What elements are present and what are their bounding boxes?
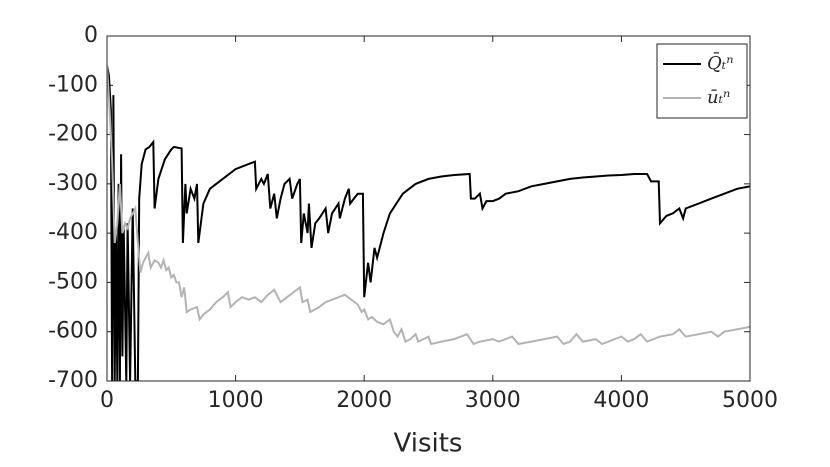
legend-label: Q̄ₜⁿ [707,51,734,74]
x-axis-label: Visits [394,429,463,459]
y-tick-label: -300 [48,171,98,196]
plot-frame [106,35,751,382]
legend-label: ūₜⁿ [707,87,730,108]
y-tick-label: -400 [48,220,98,245]
y-tick-label: 0 [84,23,98,48]
x-tick-label: 0 [100,388,114,413]
x-tick-label: 5000 [722,388,778,413]
y-tick-label: -500 [48,269,98,294]
y-tick-label: -600 [48,319,98,344]
x-tick-label: 1000 [208,388,264,413]
series-line [107,65,750,346]
y-tick-label: -700 [48,368,98,393]
plot-area [107,65,750,381]
x-tick-label: 3000 [465,388,521,413]
y-tick-label: -100 [48,72,98,97]
x-tick-label: 2000 [336,388,392,413]
y-tick-label: -200 [48,122,98,147]
x-tick-label: 4000 [593,388,649,413]
legend-box [656,43,748,119]
series-line [107,65,750,381]
